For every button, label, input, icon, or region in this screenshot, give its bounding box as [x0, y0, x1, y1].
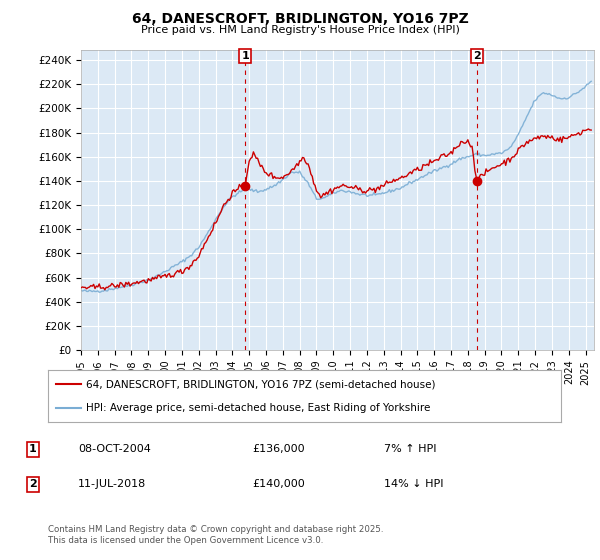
Text: HPI: Average price, semi-detached house, East Riding of Yorkshire: HPI: Average price, semi-detached house,… [86, 403, 431, 413]
Text: 7% ↑ HPI: 7% ↑ HPI [384, 444, 437, 454]
Text: Price paid vs. HM Land Registry's House Price Index (HPI): Price paid vs. HM Land Registry's House … [140, 25, 460, 35]
Text: 1: 1 [241, 51, 249, 61]
Text: 64, DANESCROFT, BRIDLINGTON, YO16 7PZ (semi-detached house): 64, DANESCROFT, BRIDLINGTON, YO16 7PZ (s… [86, 379, 436, 389]
Text: 14% ↓ HPI: 14% ↓ HPI [384, 479, 443, 489]
Text: 2: 2 [29, 479, 37, 489]
Text: 1: 1 [29, 444, 37, 454]
Text: 11-JUL-2018: 11-JUL-2018 [78, 479, 146, 489]
Text: 08-OCT-2004: 08-OCT-2004 [78, 444, 151, 454]
Text: £136,000: £136,000 [252, 444, 305, 454]
Text: Contains HM Land Registry data © Crown copyright and database right 2025.
This d: Contains HM Land Registry data © Crown c… [48, 525, 383, 545]
Text: 2: 2 [473, 51, 481, 61]
Text: 64, DANESCROFT, BRIDLINGTON, YO16 7PZ: 64, DANESCROFT, BRIDLINGTON, YO16 7PZ [131, 12, 469, 26]
Text: £140,000: £140,000 [252, 479, 305, 489]
